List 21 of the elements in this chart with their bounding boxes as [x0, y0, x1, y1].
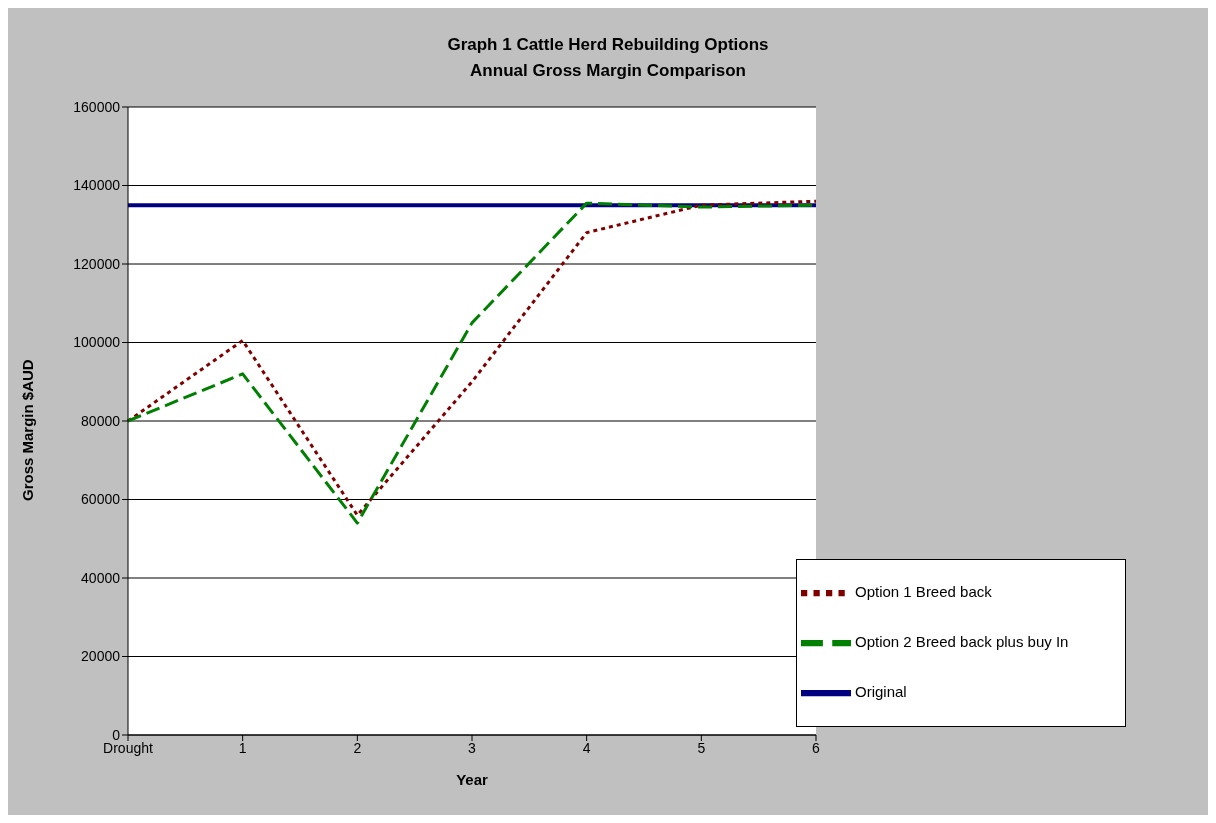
legend-label: Option 1 Breed back	[855, 582, 992, 600]
x-tick-label: 5	[697, 739, 706, 756]
y-tick-label: 80000	[81, 412, 121, 429]
legend-label: Original	[855, 682, 907, 700]
chart-title: Graph 1 Cattle Herd Rebuilding Options	[446, 34, 770, 56]
y-tick-label: 120000	[73, 255, 121, 272]
y-tick-label: 60000	[81, 491, 121, 508]
x-tick-label: 6	[812, 739, 821, 756]
y-tick-label: 20000	[81, 648, 121, 665]
legend-label: Option 2 Breed back plus buy In	[855, 632, 1069, 650]
x-tick-label: 2	[353, 739, 362, 756]
x-tick-label: 3	[468, 739, 477, 756]
x-tick-label: 4	[582, 739, 591, 756]
x-tick-label: 1	[238, 739, 247, 756]
y-tick-label: 40000	[81, 569, 121, 586]
y-tick-label: 160000	[73, 98, 121, 115]
x-axis-title: Year	[456, 771, 489, 788]
y-tick-label: 140000	[73, 177, 121, 194]
chart-subtitle: Annual Gross Margin Comparison	[469, 60, 747, 82]
y-axis-title: Gross Margin $AUD	[19, 359, 37, 501]
y-tick-label: 100000	[73, 334, 121, 351]
